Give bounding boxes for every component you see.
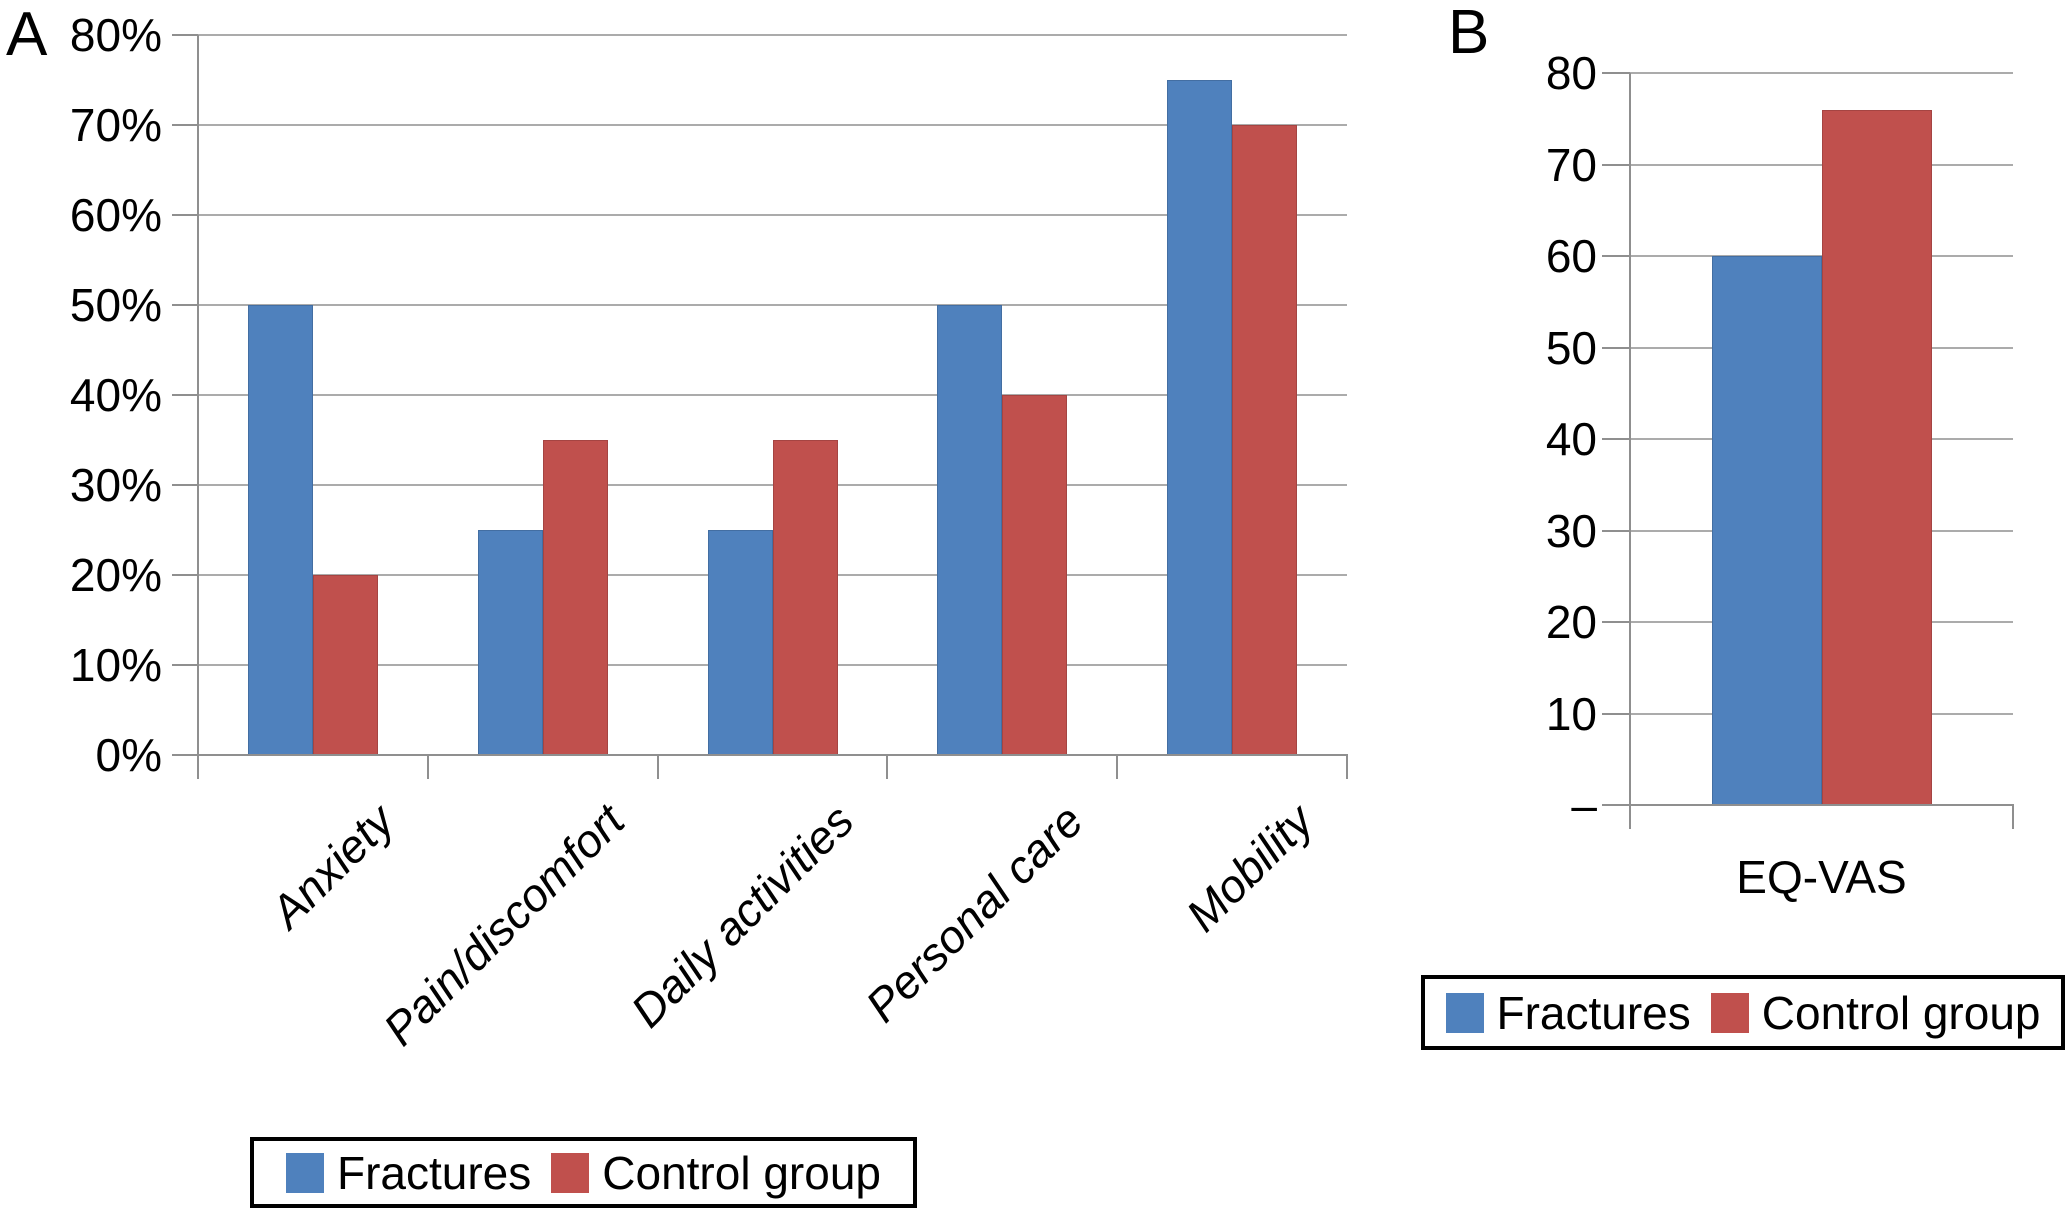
y-axis-tick-label-10: 10% bbox=[69, 639, 162, 691]
y-axis-tick-label-40: 40% bbox=[69, 369, 162, 421]
y-axis-tick bbox=[172, 484, 198, 486]
y-axis-tick-label-40: 40 bbox=[1545, 413, 1597, 465]
y-axis-tick bbox=[1602, 804, 1630, 806]
x-axis-category-label-mobility: Mobility bbox=[1176, 794, 1324, 942]
y-axis-tick-label-60: 60 bbox=[1545, 230, 1597, 282]
x-axis-line bbox=[198, 754, 1347, 756]
bar-fractures-personal-care bbox=[937, 305, 1003, 755]
y-axis-tick bbox=[172, 754, 198, 756]
y-axis-tick bbox=[172, 124, 198, 126]
x-axis-tick bbox=[197, 754, 199, 779]
y-axis-tick-label-70: 70 bbox=[1545, 138, 1597, 191]
bar-control-group-eq-vas bbox=[1821, 110, 1932, 805]
y-axis-tick-label-10: 10 bbox=[1545, 687, 1597, 740]
panel-b-letter: B bbox=[1448, 0, 1490, 67]
y-axis-tick-label-80: 80 bbox=[1545, 47, 1597, 99]
bar-fractures-mobility bbox=[1167, 80, 1233, 755]
x-axis-category-label-eq-vas: EQ-VAS bbox=[1736, 851, 1907, 903]
x-axis-tick bbox=[886, 754, 889, 779]
y-axis-tick-label-50: 50 bbox=[1545, 321, 1597, 374]
bar-control-group-anxiety bbox=[312, 575, 378, 755]
bar-control-group-daily-activities bbox=[772, 440, 838, 755]
gridline-60% bbox=[198, 214, 1347, 216]
y-axis-tick bbox=[172, 574, 198, 576]
y-axis-tick bbox=[1602, 346, 1630, 349]
gridline-40% bbox=[198, 394, 1347, 396]
x-axis-category-label-pain-discomfort: Pain/discomfort bbox=[372, 794, 634, 1056]
y-axis-tick bbox=[172, 304, 198, 306]
y-axis-tick bbox=[1602, 163, 1630, 166]
x-axis-tick bbox=[656, 754, 659, 779]
y-axis-tick-label-: – bbox=[1571, 779, 1597, 831]
bar-fractures-eq-vas bbox=[1711, 256, 1822, 805]
bar-fractures-daily-activities bbox=[707, 530, 773, 755]
y-axis-tick-label-80: 80% bbox=[69, 9, 162, 61]
y-axis-tick-label-20: 20% bbox=[69, 549, 162, 601]
y-axis-tick bbox=[1602, 72, 1630, 74]
y-axis-tick-label-20: 20 bbox=[1545, 596, 1597, 648]
legend-b-control-label: Control group bbox=[1761, 986, 2041, 1039]
legend-b-fractures-label: Fractures bbox=[1496, 986, 1691, 1039]
y-axis-tick-label-50: 50% bbox=[69, 279, 162, 331]
bar-fractures-anxiety bbox=[247, 305, 313, 755]
bar-control-group-personal-care bbox=[1002, 395, 1068, 755]
legend-a-fractures-swatch bbox=[286, 1152, 324, 1193]
y-axis-tick-label-30: 30% bbox=[69, 459, 162, 511]
legend-b: Fractures Control group bbox=[1421, 975, 2065, 1050]
y-axis-tick-label-70: 70% bbox=[69, 99, 162, 151]
x-axis-tick bbox=[1116, 754, 1119, 779]
gridline-50% bbox=[198, 304, 1347, 306]
y-axis-tick bbox=[172, 664, 198, 666]
y-axis-line bbox=[1629, 73, 1631, 828]
x-axis-category-label-anxiety: Anxiety bbox=[260, 794, 404, 938]
y-axis-tick bbox=[172, 394, 198, 396]
legend-a: Fractures Control group bbox=[250, 1137, 917, 1208]
y-axis-tick bbox=[172, 214, 198, 216]
legend-a-control-label: Control group bbox=[602, 1146, 881, 1199]
y-axis-tick bbox=[172, 34, 198, 36]
x-axis-category-label-daily-activities: Daily activities bbox=[620, 794, 864, 1038]
x-axis-tick bbox=[426, 754, 429, 779]
panel-a-letter: A bbox=[6, 0, 48, 69]
y-axis-tick bbox=[1602, 438, 1630, 440]
legend-a-control-swatch bbox=[551, 1152, 590, 1193]
y-axis-tick-label-0: 0% bbox=[95, 729, 162, 781]
y-axis-tick bbox=[1602, 255, 1630, 257]
y-axis-tick bbox=[1602, 712, 1630, 715]
bar-fractures-pain-discomfort bbox=[477, 530, 543, 755]
x-axis-tick bbox=[2012, 804, 2014, 829]
gridline-80% bbox=[198, 34, 1347, 36]
x-axis-tick bbox=[1629, 804, 1631, 829]
y-axis-tick-label-60: 60% bbox=[69, 189, 162, 241]
y-axis-tick bbox=[1602, 621, 1630, 623]
legend-a-fractures-label: Fractures bbox=[337, 1146, 532, 1199]
x-axis-line bbox=[1630, 804, 2013, 806]
x-axis-category-label-personal-care: Personal care bbox=[855, 794, 1094, 1032]
x-axis-tick bbox=[1346, 754, 1348, 779]
bar-control-group-pain-discomfort bbox=[542, 440, 608, 755]
legend-b-fractures-swatch bbox=[1445, 992, 1484, 1033]
legend-b-control-swatch bbox=[1710, 992, 1749, 1033]
bar-control-group-mobility bbox=[1232, 125, 1298, 755]
gridline-80 bbox=[1630, 72, 2013, 74]
y-axis-tick bbox=[1602, 529, 1630, 532]
y-axis-line bbox=[197, 35, 199, 778]
gridline-70% bbox=[198, 124, 1347, 126]
y-axis-tick-label-30: 30 bbox=[1545, 504, 1597, 557]
